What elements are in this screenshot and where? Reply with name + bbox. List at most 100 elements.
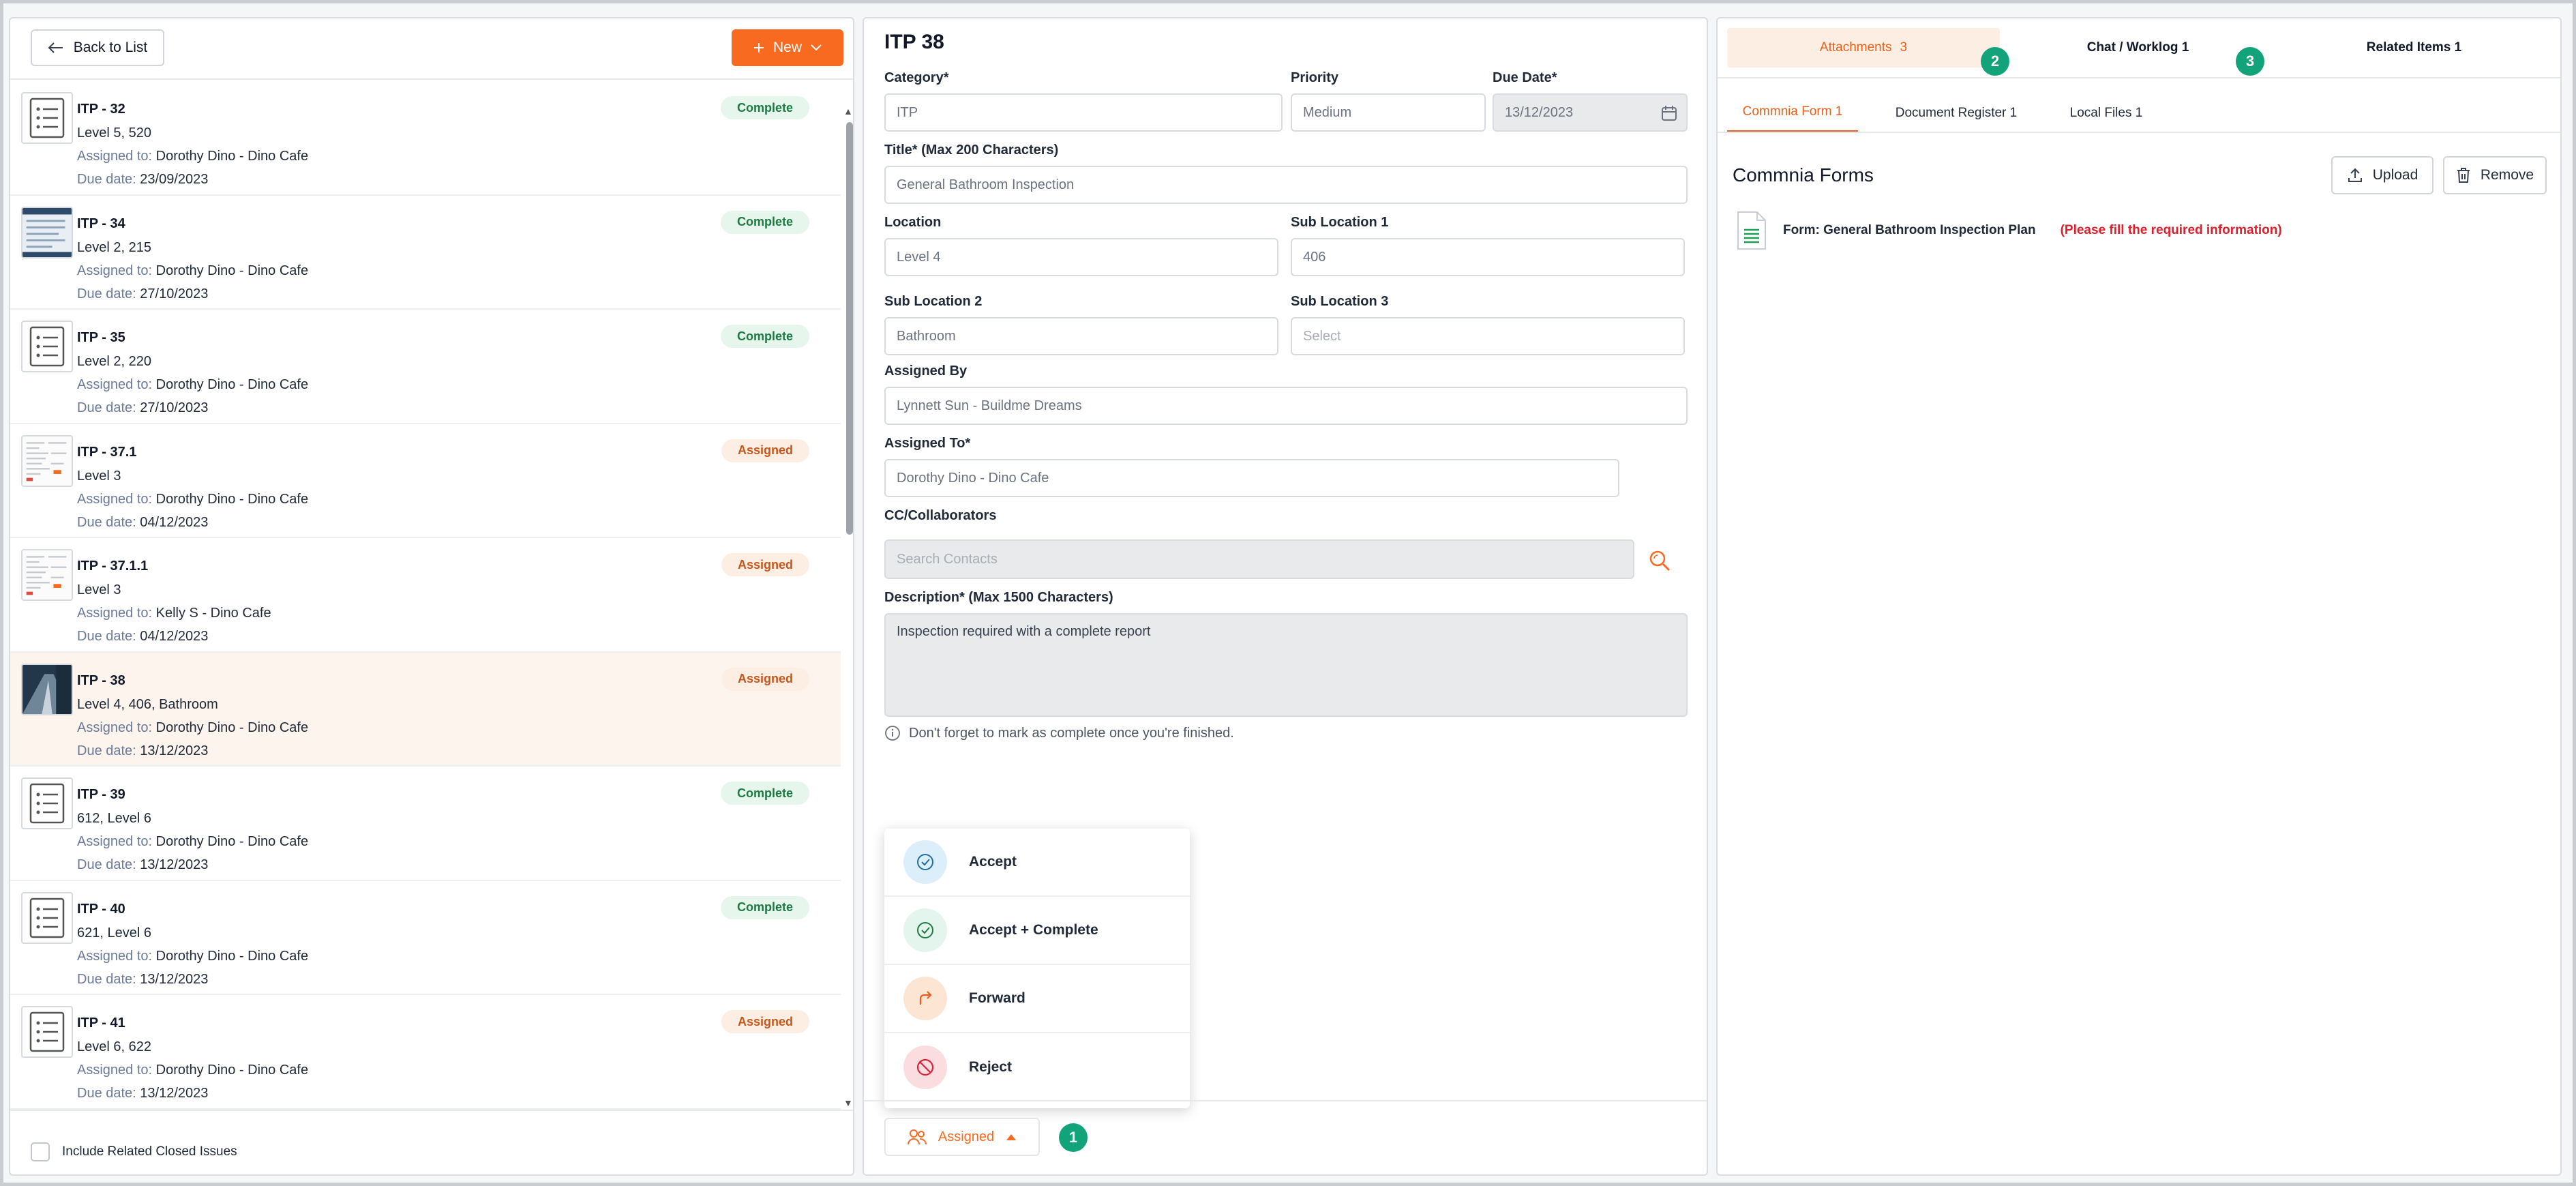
item-thumbnail <box>21 549 73 601</box>
assignee-name: Dorothy Dino - Dino Cafe <box>155 948 309 964</box>
item-due-date: Due date: 13/12/2023 <box>77 1086 208 1101</box>
status-badge: Assigned <box>721 553 809 576</box>
upload-label: Upload <box>2372 167 2418 183</box>
due-date-value: 04/12/2023 <box>140 629 209 644</box>
due-date-label: Due date: <box>77 971 136 987</box>
location-field[interactable]: Level 4 <box>884 238 1278 276</box>
assignee-name: Dorothy Dino - Dino Cafe <box>155 491 309 507</box>
back-to-list-button[interactable]: Back to List <box>31 29 164 66</box>
include-closed-row[interactable]: Include Related Closed Issues <box>31 1142 237 1161</box>
form-name[interactable]: Form: General Bathroom Inspection Plan <box>1783 223 2036 237</box>
menu-item-accept[interactable]: Accept <box>884 829 1190 897</box>
sub-location-2-field[interactable]: Bathroom <box>884 317 1278 355</box>
forward-arrow-icon <box>903 977 947 1020</box>
item-title: ITP - 40 <box>77 901 125 917</box>
list-item[interactable]: ITP - 34 Level 2, 215 Assigned to: Dorothy… <box>10 196 841 310</box>
description-textarea[interactable]: Inspection required with a complete repo… <box>884 613 1688 717</box>
check-circle-icon <box>903 840 947 884</box>
item-location: Level 5, 520 <box>77 125 151 140</box>
subtab-document-register[interactable]: Document Register 1 <box>1895 106 2018 120</box>
due-date-label: Due date: <box>77 857 136 872</box>
item-assignee: Assigned to: Kelly S - Dino Cafe <box>77 606 271 621</box>
search-contacts-input[interactable]: Search Contacts <box>884 539 1634 579</box>
search-icon[interactable] <box>1648 549 1671 572</box>
due-date-value: 13/12/2023 <box>140 743 209 758</box>
assigned-to-label: Assigned to: <box>77 720 153 735</box>
item-thumbnail <box>21 777 73 829</box>
new-button[interactable]: New <box>732 29 843 66</box>
list-item[interactable]: ITP - 37.1.1 Level 3 Assigned to: Kelly S … <box>10 538 841 653</box>
sub-tab-bar: Commnia Form 1 Document Register 1 Local… <box>1727 93 2552 133</box>
section-heading: Commnia Forms <box>1733 164 1874 186</box>
due-date-value: 04/12/2023 <box>140 514 209 530</box>
sub-location-1-field[interactable]: 406 <box>1291 238 1685 276</box>
item-assignee: Assigned to: Dorothy Dino - Dino Cafe <box>77 720 308 736</box>
include-closed-checkbox[interactable] <box>31 1142 50 1161</box>
tab-chat-worklog[interactable]: Chat / Worklog 1 <box>2000 28 2276 68</box>
item-location: Level 4, 406, Bathroom <box>77 696 218 712</box>
assigned-to-field[interactable]: Dorothy Dino - Dino Cafe <box>884 459 1619 497</box>
status-badge: Assigned <box>721 1010 809 1033</box>
item-thumbnail <box>21 663 73 715</box>
tab-attachments[interactable]: Attachments 3 <box>1727 28 2000 68</box>
step-badge-1: 1 <box>1059 1123 1088 1152</box>
tab-related-items[interactable]: Related Items 1 <box>2276 28 2552 68</box>
sub-location-1-label: Sub Location 1 <box>1291 215 1389 230</box>
item-thumbnail <box>21 321 73 372</box>
due-date-field[interactable]: 13/12/2023 <box>1493 93 1688 132</box>
users-icon <box>907 1129 927 1145</box>
status-badge: Complete <box>720 96 809 119</box>
menu-item-forward[interactable]: Forward <box>884 965 1190 1033</box>
list-item[interactable]: ITP - 40 621, Level 6 Assigned to: Dorothy… <box>10 881 841 995</box>
item-location: Level 2, 215 <box>77 239 151 255</box>
remove-button[interactable]: Remove <box>2443 156 2547 194</box>
list-scrollbar-thumb[interactable] <box>846 122 853 535</box>
form-attachment-row[interactable]: Form: General Bathroom Inspection Plan (… <box>1735 211 2282 250</box>
assigned-to-label: Assigned to: <box>77 1063 153 1078</box>
tab-related-items-label: Related Items 1 <box>2366 40 2462 55</box>
due-date-value: 13/12/2023 <box>1505 104 1574 120</box>
item-thumbnail <box>21 206 73 258</box>
list-item[interactable]: ITP - 37.1 Level 3 Assigned to: Dorothy Di… <box>10 424 841 538</box>
due-date-label: Due Date* <box>1493 70 1557 85</box>
list-item[interactable]: ITP - 32 Level 5, 520 Assigned to: Dorothy… <box>10 81 841 196</box>
category-field[interactable]: ITP <box>884 93 1283 132</box>
item-title: ITP - 32 <box>77 102 125 117</box>
list-item[interactable]: ITP - 39 612, Level 6 Assigned to: Dorothy… <box>10 767 841 881</box>
step-badge-3: 3 <box>2236 47 2264 76</box>
scroll-down-arrow[interactable]: ▼ <box>843 1097 853 1108</box>
item-due-date: Due date: 27/10/2023 <box>77 286 208 302</box>
include-closed-label: Include Related Closed Issues <box>62 1144 237 1159</box>
form-warning: (Please fill the required information) <box>2060 223 2282 237</box>
title-field[interactable]: General Bathroom Inspection <box>884 166 1688 204</box>
due-date-label: Due date: <box>77 286 136 301</box>
due-date-label: Due date: <box>77 743 136 758</box>
subtab-local-files[interactable]: Local Files 1 <box>2069 106 2143 120</box>
item-due-date: Due date: 27/10/2023 <box>77 400 208 416</box>
list-item[interactable]: ITP - 35 Level 2, 220 Assigned to: Dorothy… <box>10 310 841 424</box>
sub-location-3-select[interactable]: Select <box>1291 317 1685 355</box>
subtab-commnia-form[interactable]: Commnia Form 1 <box>1727 93 1858 133</box>
assigned-by-field[interactable]: Lynnett Sun - Buildme Dreams <box>884 387 1688 425</box>
priority-field[interactable]: Medium <box>1291 93 1486 132</box>
divider <box>864 1100 1707 1101</box>
check-circle-icon <box>903 908 947 952</box>
due-date-value: 13/12/2023 <box>140 857 209 872</box>
menu-item-label: Accept + Complete <box>969 922 1098 938</box>
assignee-name: Dorothy Dino - Dino Cafe <box>155 720 309 735</box>
menu-item-reject[interactable]: Reject <box>884 1033 1190 1101</box>
list-item[interactable]: ITP - 38 Level 4, 406, Bathroom Assigned t… <box>10 652 841 767</box>
due-date-label: Due date: <box>77 514 136 530</box>
calendar-icon[interactable] <box>1660 104 1678 122</box>
menu-item-accept-complete[interactable]: Accept + Complete <box>884 897 1190 965</box>
item-assignee: Assigned to: Dorothy Dino - Dino Cafe <box>77 149 308 164</box>
issue-detail-panel: ITP 38 Category* ITP Priority Medium Due… <box>863 17 1708 1176</box>
upload-button[interactable]: Upload <box>2331 156 2433 194</box>
info-icon <box>885 726 900 741</box>
item-assignee: Assigned to: Dorothy Dino - Dino Cafe <box>77 263 308 279</box>
due-date-value: 23/09/2023 <box>140 172 209 187</box>
status-button[interactable]: Assigned <box>884 1118 1040 1156</box>
scroll-up-arrow[interactable]: ▲ <box>843 106 853 117</box>
divider <box>10 78 853 80</box>
list-item[interactable]: ITP - 41 Level 6, 622 Assigned to: Dorothy… <box>10 995 841 1110</box>
